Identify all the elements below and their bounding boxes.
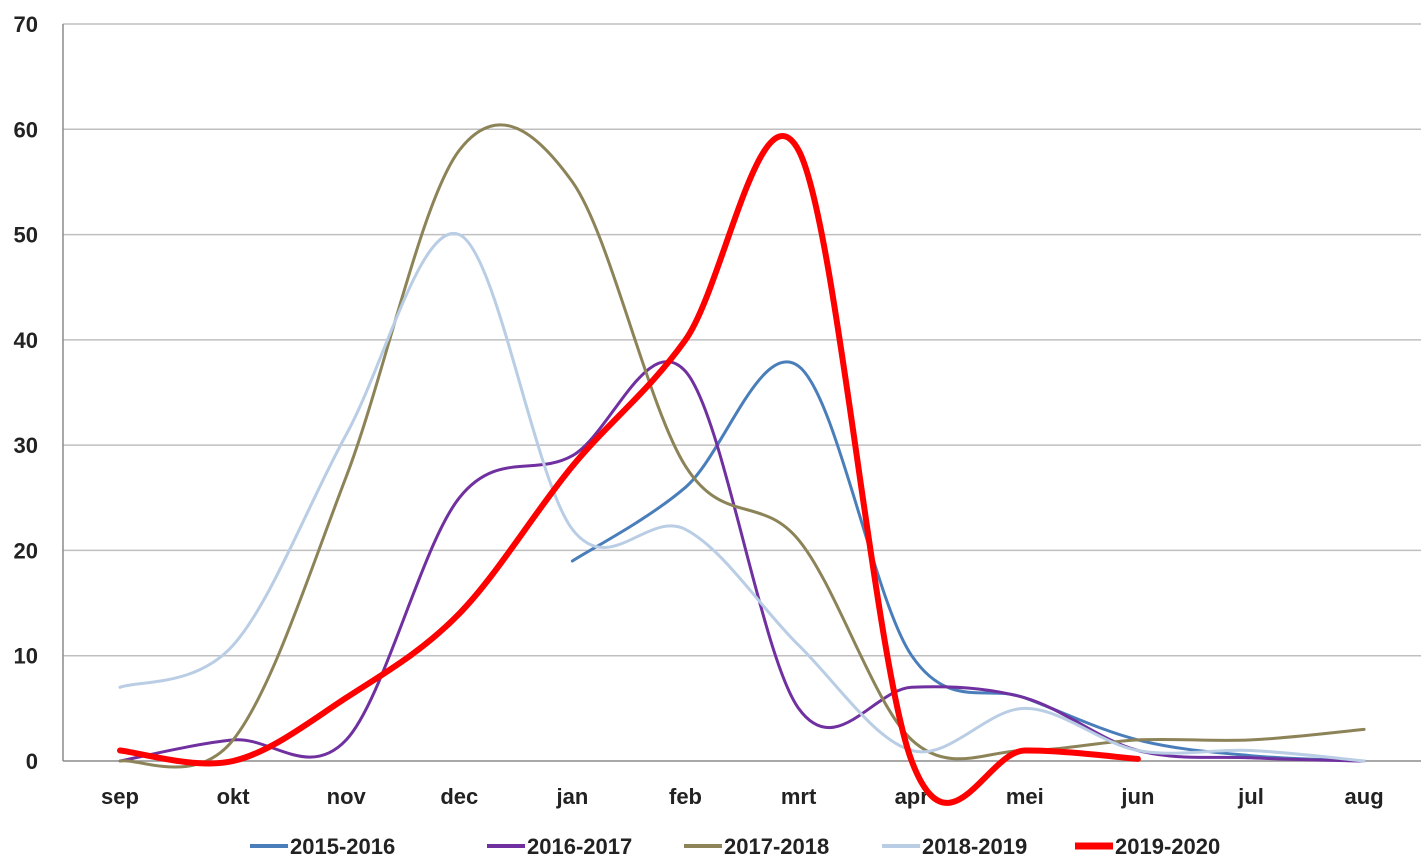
legend-label: 2016-2017 xyxy=(527,834,632,859)
series-line-2016-2017 xyxy=(118,360,1366,763)
y-tick-label: 10 xyxy=(14,644,38,669)
x-tick-label: okt xyxy=(217,784,251,809)
y-tick-label: 20 xyxy=(14,538,38,563)
x-axis: sep okt nov dec jan feb mrt apr mei jun jul aug xyxy=(63,760,1421,809)
series-line-2019-2020 xyxy=(117,133,1141,806)
y-tick-label: 60 xyxy=(14,117,38,142)
x-tick-label: nov xyxy=(327,784,367,809)
x-tick-label: feb xyxy=(669,784,702,809)
x-tick-label: mrt xyxy=(781,784,817,809)
series-line-2017-2018 xyxy=(118,123,1366,769)
legend-label: 2018-2019 xyxy=(922,834,1027,859)
x-tick-label: dec xyxy=(440,784,478,809)
y-axis: 0 10 20 30 40 50 60 70 xyxy=(14,12,64,774)
y-tick-label: 50 xyxy=(14,223,38,248)
x-tick-label: jul xyxy=(1237,784,1264,809)
gridlines xyxy=(63,23,1421,657)
series-line-2015-2016 xyxy=(570,360,1366,763)
x-tick-label: jan xyxy=(556,784,589,809)
x-tick-label: mei xyxy=(1006,784,1044,809)
y-tick-label: 0 xyxy=(26,749,38,774)
series-lines xyxy=(117,123,1366,806)
y-tick-label: 40 xyxy=(14,328,38,353)
series-line-2018-2019 xyxy=(118,231,1366,763)
x-tick-label: jun xyxy=(1120,784,1154,809)
legend-label: 2019-2020 xyxy=(1115,834,1220,859)
legend-label: 2017-2018 xyxy=(724,834,829,859)
legend-label: 2015-2016 xyxy=(290,834,395,859)
x-tick-label: sep xyxy=(101,784,139,809)
x-tick-label: aug xyxy=(1345,784,1384,809)
y-tick-label: 30 xyxy=(14,433,38,458)
legend: 2015-2016 2016-2017 2017-2018 2018-2019 2019… xyxy=(250,834,1220,859)
y-tick-label: 70 xyxy=(14,12,38,37)
